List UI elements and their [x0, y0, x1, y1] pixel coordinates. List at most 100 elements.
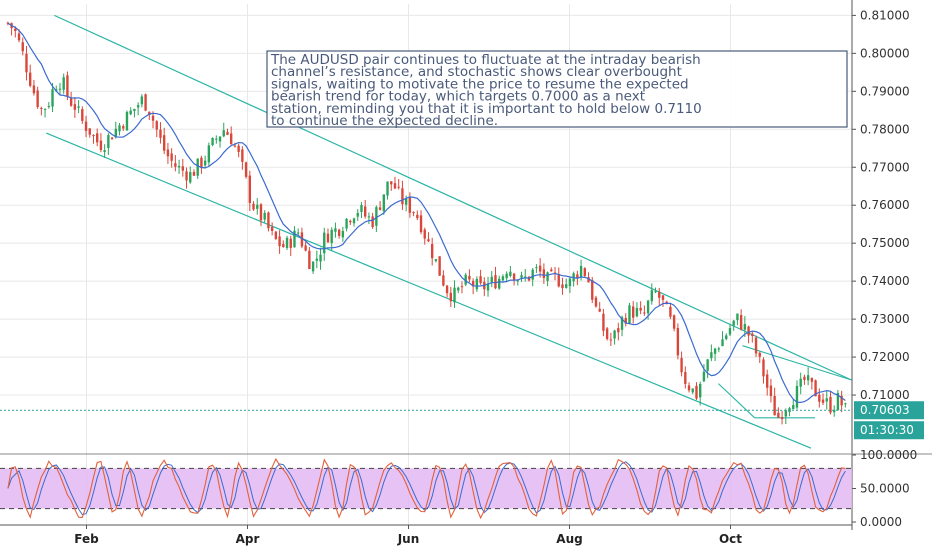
candle-body: [643, 312, 646, 314]
candle-body: [591, 279, 594, 300]
candle-body: [367, 216, 371, 218]
candle-body: [561, 284, 564, 289]
candle-body: [431, 244, 434, 259]
candle-body: [680, 357, 683, 373]
price-tick-label: 0.75000: [860, 236, 910, 250]
candle-body: [628, 305, 631, 324]
candle-body: [687, 385, 691, 391]
wedge-upper-line: [742, 345, 852, 381]
candle-body: [702, 371, 706, 382]
candlestick-series: [6, 21, 847, 425]
candle-body: [125, 111, 129, 131]
candle-body: [88, 128, 91, 135]
candle-body: [632, 306, 635, 318]
candle-body: [151, 115, 155, 121]
candle-body: [200, 157, 203, 168]
candle-body: [401, 188, 404, 205]
candle-body: [144, 94, 147, 111]
candle-body: [695, 385, 698, 399]
price-badges[interactable]: 0.70603 01:30:30: [854, 401, 924, 440]
candle-body: [721, 339, 724, 347]
candle-body: [21, 42, 24, 52]
candle-body: [107, 135, 110, 148]
stochastic-band: [0, 468, 852, 509]
candle-body: [427, 239, 430, 242]
candle-body: [390, 181, 393, 185]
candle-body: [337, 229, 341, 236]
candle-body: [438, 256, 441, 276]
candle-body: [613, 330, 616, 339]
candle-body: [341, 231, 345, 238]
candle-body: [747, 326, 750, 336]
candle-body: [99, 140, 103, 151]
candle-body: [479, 276, 482, 284]
stochastic-d-line: [7, 461, 846, 516]
candle-body: [583, 268, 586, 276]
candle-body: [282, 244, 285, 248]
candle-body: [825, 398, 828, 402]
candle-body: [110, 137, 114, 140]
candle-body: [345, 218, 348, 229]
candle-body: [780, 417, 784, 420]
candle-body: [799, 378, 802, 387]
candle-body: [736, 313, 739, 321]
candle-body: [494, 275, 497, 289]
candle-body: [170, 153, 173, 161]
candle-body: [118, 125, 121, 132]
candle-body: [810, 377, 814, 382]
candle-body: [218, 136, 222, 142]
candle-body: [375, 207, 378, 226]
candle-body: [352, 218, 356, 224]
price-axis: 0.81000 0.80000 0.79000 0.78000 0.77000 0.760…: [851, 0, 910, 530]
candle-body: [47, 105, 50, 107]
price-tick-label: 0.80000: [860, 46, 910, 60]
candle-body: [319, 254, 322, 262]
candle-body: [233, 145, 237, 147]
candle-body: [769, 385, 773, 397]
grid-lines: [0, 4, 852, 525]
candle-body: [323, 232, 326, 254]
candle-body: [371, 216, 374, 227]
last-price-badge[interactable]: [854, 401, 924, 420]
countdown-badge[interactable]: [854, 421, 924, 440]
candle-body: [676, 327, 680, 356]
candle-body: [531, 269, 534, 280]
candle-body: [524, 276, 527, 278]
wedge-lower-line: [718, 383, 756, 419]
candle-body: [334, 228, 337, 232]
candle-body: [330, 229, 333, 244]
candle-body: [51, 89, 54, 107]
candle-body: [177, 165, 181, 168]
candle-body: [743, 324, 747, 330]
candle-body: [795, 385, 799, 408]
candle-body: [457, 287, 460, 291]
candle-body: [84, 121, 88, 131]
candle-body: [237, 145, 240, 152]
candle-body: [498, 278, 501, 289]
candle-body: [6, 22, 10, 24]
price-channel: [46, 14, 852, 449]
candle-body: [192, 171, 196, 176]
price-tick-label: 0.76000: [860, 198, 910, 212]
candle-body: [594, 297, 598, 307]
candle-body: [505, 273, 508, 279]
candle-body: [821, 399, 825, 403]
candle-body: [181, 166, 184, 171]
candle-body: [73, 104, 77, 110]
candle-body: [66, 75, 69, 97]
candle-body: [784, 410, 787, 417]
candle-body: [691, 388, 694, 393]
candle-body: [464, 274, 467, 285]
candle-body: [155, 121, 158, 130]
note-line: station, reminding you that it is import…: [271, 101, 702, 117]
candle-body: [416, 214, 419, 219]
candle-body: [803, 376, 806, 380]
candle-body: [490, 276, 493, 283]
candle-body: [475, 278, 479, 290]
candle-body: [136, 105, 140, 108]
candle-body: [364, 206, 367, 217]
time-tick-label: Feb: [74, 532, 99, 546]
osc-tick-label: 100.0000: [860, 448, 917, 462]
candle-body: [646, 300, 650, 314]
candle-body: [471, 280, 475, 287]
